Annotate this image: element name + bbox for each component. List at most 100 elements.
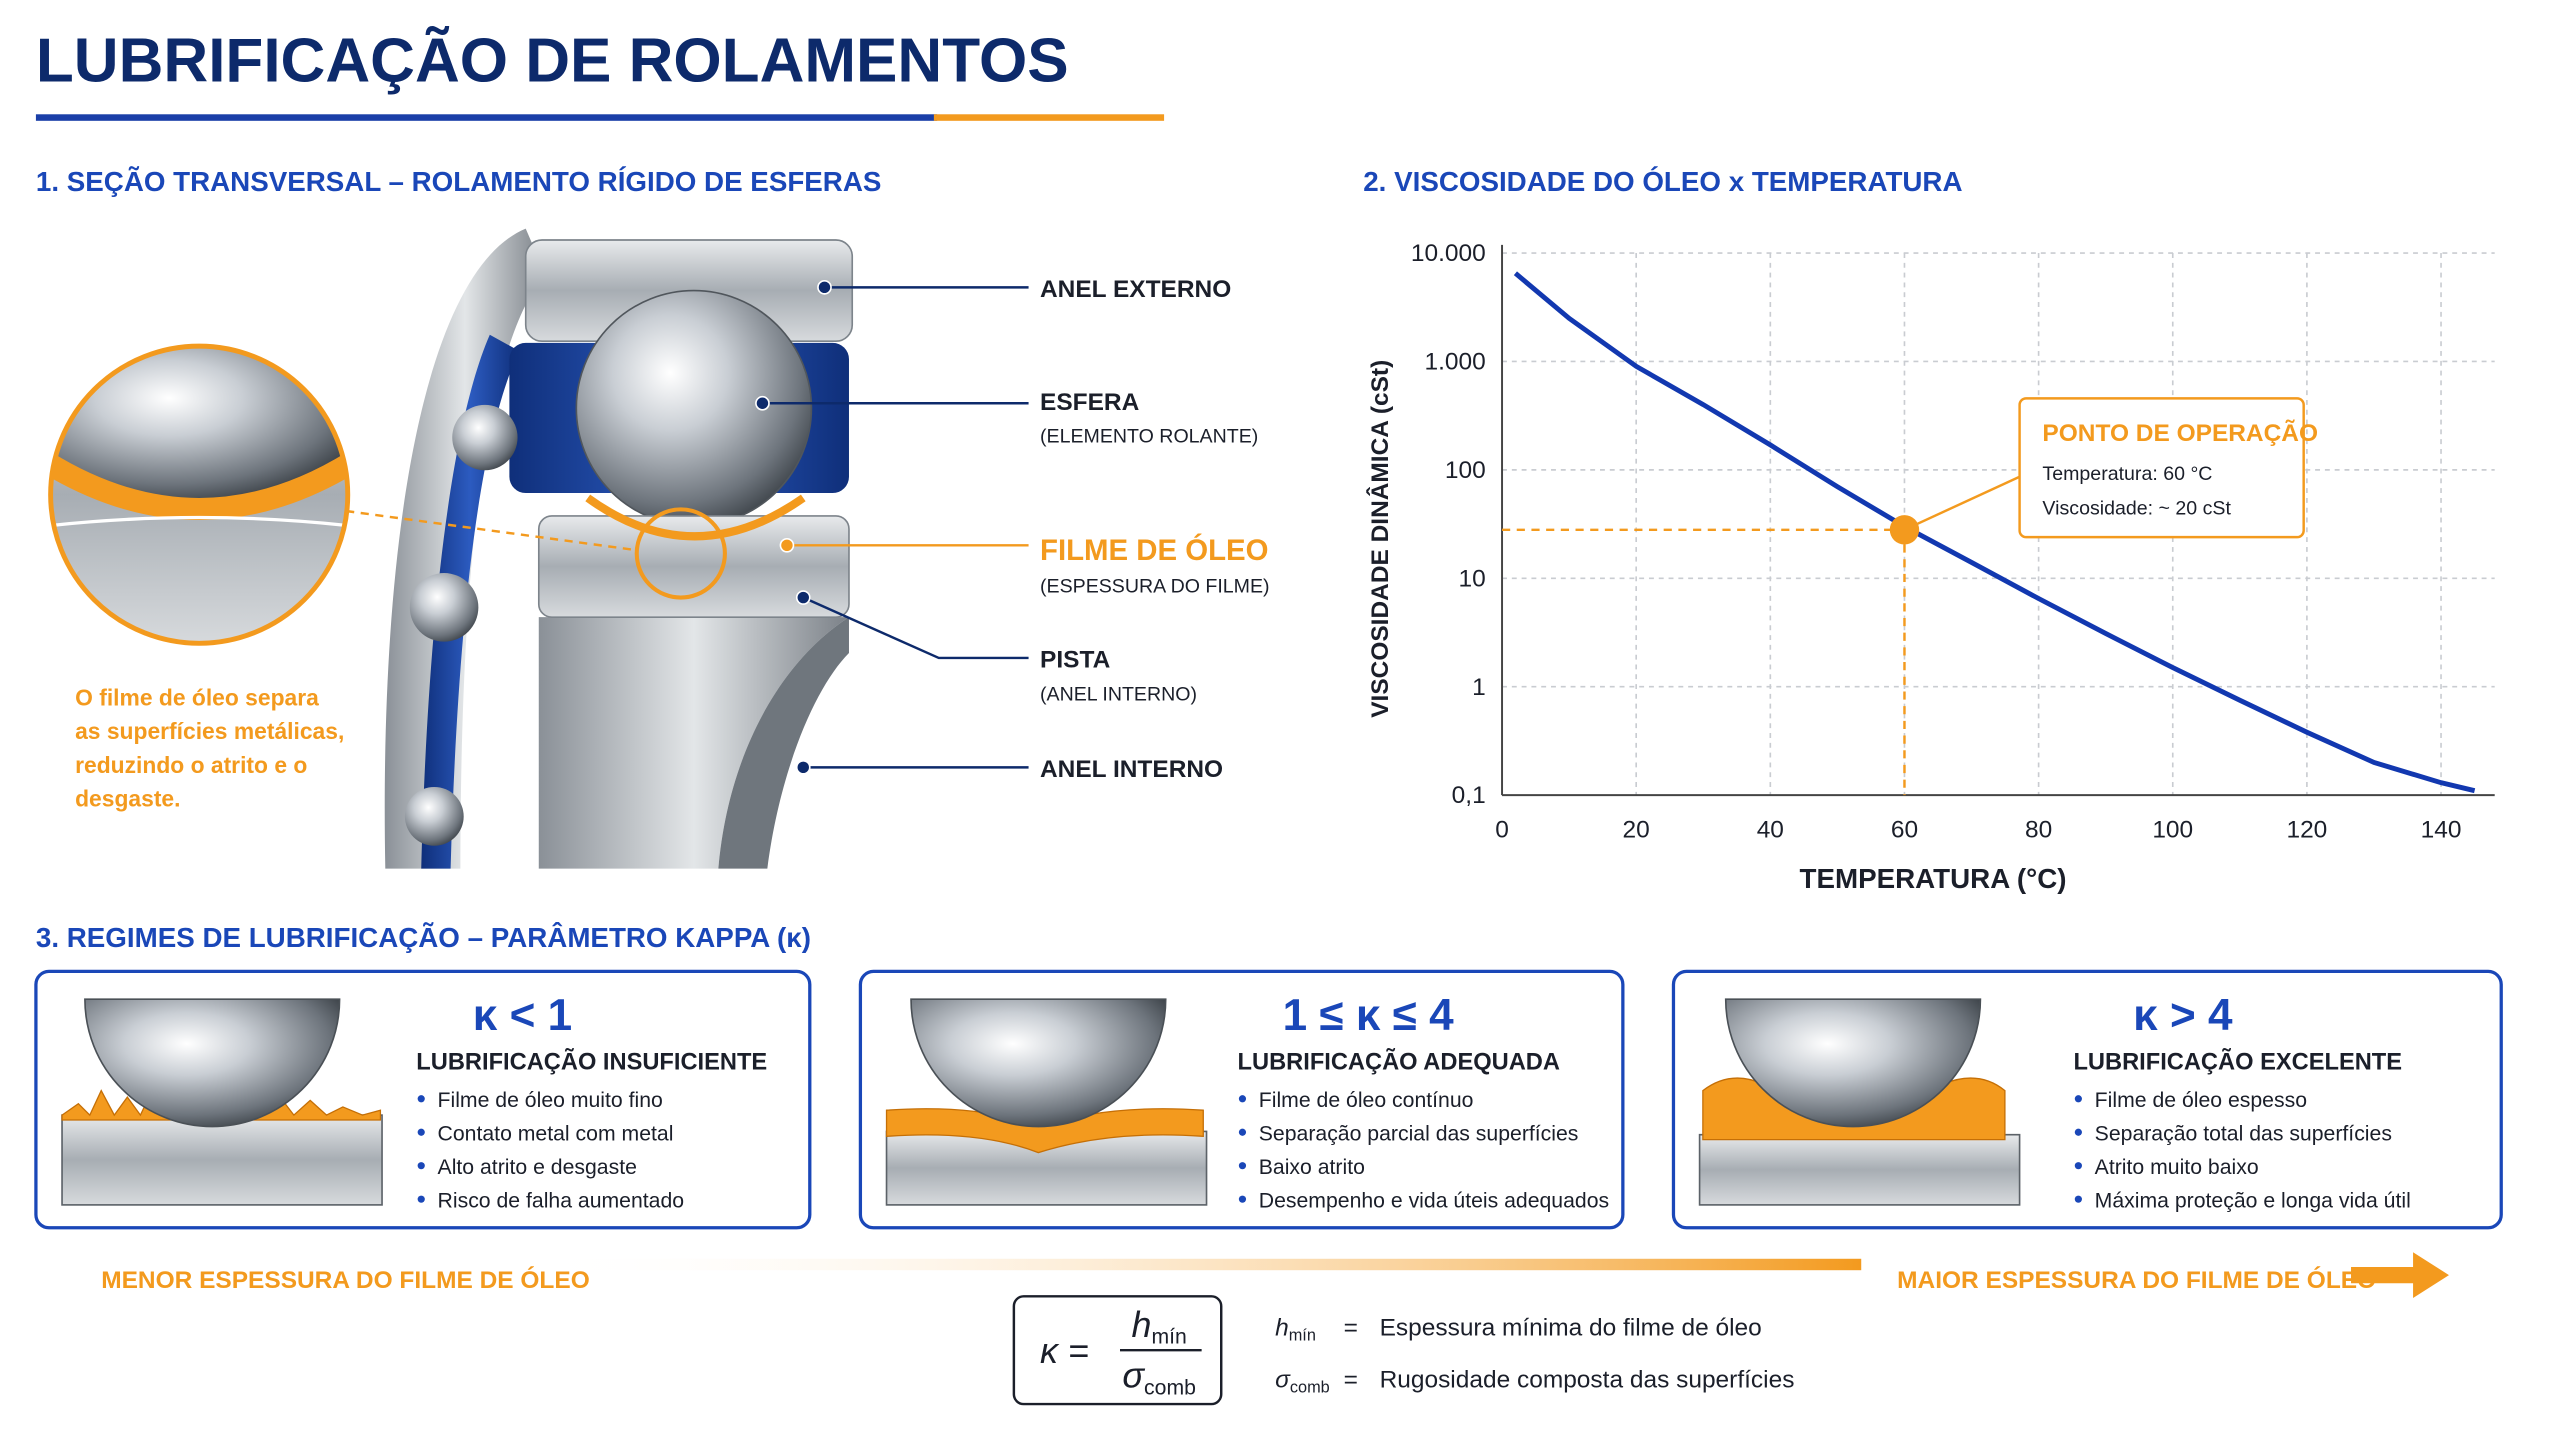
- callout-connector: [1903, 475, 2021, 531]
- x-tick-label: 0: [1495, 817, 1509, 844]
- mag-ball: [52, 347, 347, 498]
- bullet-dot: [417, 1095, 425, 1103]
- formula-lhs: κ =: [1040, 1330, 1089, 1371]
- legend-text: Rugosidade composta das superfícies: [1380, 1367, 1795, 1394]
- x-tick-label: 100: [2152, 817, 2193, 844]
- section-title: 3. REGIMES DE LUBRIFICAÇÃO – PARÂMETRO K…: [36, 922, 811, 953]
- operating-point: [1889, 515, 1920, 545]
- arrow-label-left: MENOR ESPESSURA DO FILME DE ÓLEO: [101, 1266, 590, 1294]
- mag-line: [52, 515, 347, 528]
- bullet-text: Alto atrito e desgaste: [438, 1156, 637, 1179]
- rolling-ball: [84, 998, 341, 1128]
- thickness-arrow-head: [2351, 1252, 2449, 1298]
- note-line: desgaste.: [75, 786, 180, 812]
- bullet-dot: [2074, 1195, 2082, 1203]
- small-ball: [409, 573, 479, 642]
- term-symbol: σ: [1122, 1355, 1145, 1396]
- note-line: as superfícies metálicas,: [75, 718, 344, 744]
- kappa-condition: 1 ≤ κ ≤ 4: [1283, 991, 1454, 1040]
- callout-box: [2018, 397, 2305, 539]
- bullet-dot: [2074, 1128, 2082, 1136]
- part-label: PISTA: [1040, 647, 1111, 674]
- part-sublabel: (ANEL INTERNO): [1040, 683, 1197, 705]
- inner-ring: [537, 515, 850, 618]
- formula-term: σcomb: [1122, 1355, 1196, 1400]
- bullet-dot: [417, 1162, 425, 1170]
- leader-dot: [795, 590, 811, 605]
- y-tick-label: 1: [1472, 674, 1486, 701]
- note-line: O filme de óleo separa: [75, 684, 319, 710]
- magnifier: [52, 347, 347, 642]
- small-ball: [404, 786, 464, 846]
- zoom-connector: [345, 509, 637, 552]
- y-tick-label: 10.000: [1411, 240, 1486, 267]
- callout-line: Viscosidade: ~ 20 cSt: [2042, 497, 2231, 519]
- metal-surface: [1698, 1133, 2021, 1206]
- x-tick-label: 140: [2421, 817, 2462, 844]
- callout-line: Temperatura: 60 °C: [2042, 463, 2212, 485]
- y-tick-label: 100: [1445, 457, 1486, 484]
- part-label: FILME DE ÓLEO: [1040, 533, 1268, 567]
- x-tick-label: 60: [1891, 817, 1918, 844]
- legend-symbol-sub: mín: [1289, 1326, 1316, 1344]
- callout-title: PONTO DE OPERAÇÃO: [2042, 419, 2318, 447]
- regime-title: LUBRIFICAÇÃO INSUFICIENTE: [416, 1047, 767, 1075]
- bullet-text: Filme de óleo espesso: [2095, 1089, 2307, 1112]
- part-label: ANEL INTERNO: [1040, 756, 1223, 783]
- cage-band: [421, 334, 520, 869]
- legend-symbol: hmín: [1275, 1315, 1316, 1345]
- title-underline-orange: [933, 114, 1165, 121]
- kappa-condition: κ < 1: [473, 991, 572, 1040]
- leader-dot: [779, 537, 795, 553]
- rolling-ball: [1724, 998, 1982, 1128]
- arrow-label-right: MAIOR ESPESSURA DO FILME DE ÓLEO: [1897, 1266, 2376, 1294]
- bullet-dot: [1238, 1095, 1247, 1103]
- part-sublabel: (ELEMENTO ROLANTE): [1040, 425, 1258, 447]
- metal-surface: [61, 1114, 383, 1206]
- formula-term: hmín: [1132, 1304, 1187, 1349]
- section-title: 1. SEÇÃO TRANSVERSAL – ROLAMENTO RÍGIDO …: [36, 166, 881, 197]
- bullet-text: Risco de falha aumentado: [438, 1189, 685, 1212]
- bullet-text: Máxima proteção e longa vida útil: [2095, 1189, 2411, 1212]
- bullet-dot: [1238, 1195, 1247, 1203]
- page-title: LUBRIFICAÇÃO DE ROLAMENTOS: [36, 25, 1069, 96]
- leader-dot: [817, 280, 832, 295]
- thickness-arrow-bar: [522, 1258, 1862, 1271]
- bullet-text: Atrito muito baixo: [2095, 1156, 2259, 1179]
- inner-bore: [718, 617, 849, 869]
- bullet-dot: [1238, 1162, 1247, 1170]
- bullet-dot: [2074, 1095, 2082, 1103]
- x-tick-label: 40: [1757, 817, 1784, 844]
- chart-title: 2. VISCOSIDADE DO ÓLEO x TEMPERATURA: [1363, 166, 1962, 197]
- zoom-marker: [634, 507, 727, 600]
- regime-title: LUBRIFICAÇÃO ADEQUADA: [1238, 1047, 1560, 1075]
- bullet-text: Filme de óleo contínuo: [1259, 1089, 1474, 1112]
- legend-separator: =: [1344, 1315, 1358, 1342]
- legend-text: Espessura mínima do filme de óleo: [1380, 1315, 1762, 1342]
- legend-symbol: σcomb: [1275, 1367, 1330, 1397]
- small-ball: [452, 404, 518, 471]
- leader-dot: [755, 395, 770, 411]
- regime-title: LUBRIFICAÇÃO EXCELENTE: [2073, 1047, 2402, 1075]
- bullet-text: Separação parcial das superfícies: [1259, 1122, 1579, 1145]
- ball: [575, 289, 813, 527]
- bullet-dot: [2074, 1162, 2082, 1170]
- mag-film: [52, 444, 347, 520]
- inner-cylinder: [538, 617, 849, 869]
- part-sublabel: (ESPESSURA DO FILME): [1040, 576, 1270, 598]
- bullet-text: Baixo atrito: [1259, 1156, 1365, 1179]
- part-label: ESFERA: [1040, 389, 1140, 416]
- bullet-text: Desempenho e vida úteis adequados: [1259, 1189, 1609, 1212]
- magnifier-ring: [48, 343, 351, 646]
- x-tick-label: 80: [2025, 817, 2052, 844]
- x-tick-label: 120: [2286, 817, 2327, 844]
- bullet-dot: [417, 1128, 425, 1136]
- legend-symbol-sub: comb: [1290, 1379, 1330, 1397]
- bullet-text: Separação total das superfícies: [2095, 1122, 2392, 1145]
- bullet-dot: [1238, 1128, 1247, 1136]
- formula-box: [1012, 1295, 1223, 1406]
- x-tick-label: 20: [1623, 817, 1650, 844]
- y-axis-label: VISCOSIDADE DINÂMICA (cSt): [1366, 360, 1394, 718]
